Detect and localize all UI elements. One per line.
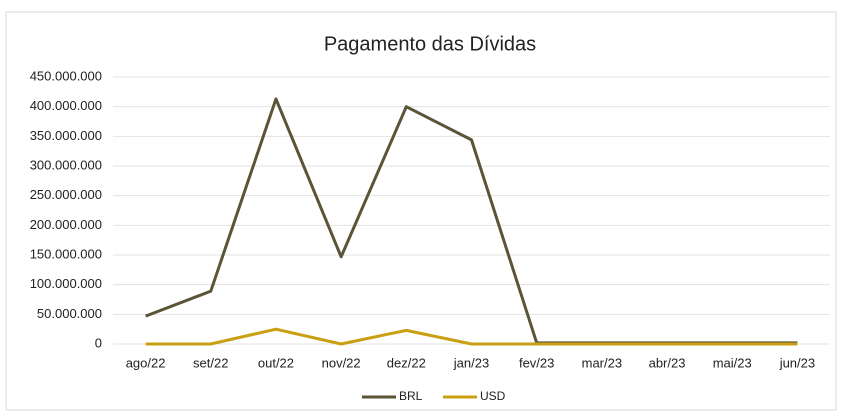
x-tick-label: out/22: [258, 355, 294, 370]
x-tick-label: jan/23: [453, 355, 489, 370]
x-tick-label: set/22: [193, 355, 228, 370]
x-tick-label: nov/22: [322, 355, 361, 370]
x-tick-label: fev/23: [519, 355, 554, 370]
x-tick-label: mar/23: [582, 355, 622, 370]
x-tick-label: abr/23: [649, 355, 686, 370]
y-tick-label: 50.000.000: [37, 306, 102, 321]
line-series: [145, 327, 798, 346]
y-tick-label: 150.000.000: [30, 246, 102, 261]
y-tick-label: 300.000.000: [30, 157, 102, 172]
legend-label: BRL: [399, 389, 423, 403]
x-tick-label: dez/22: [387, 355, 426, 370]
x-tick-label: mai/23: [713, 355, 752, 370]
y-tick-label: 0: [95, 335, 102, 350]
y-tick-label: 400.000.000: [30, 98, 102, 113]
y-tick-label: 450.000.000: [30, 68, 102, 83]
x-tick-label: jun/23: [779, 355, 815, 370]
y-tick-label: 350.000.000: [30, 128, 102, 143]
legend-label: USD: [480, 389, 506, 403]
y-tick-label: 200.000.000: [30, 217, 102, 232]
x-tick-label: ago/22: [126, 355, 166, 370]
chart-frame: [5, 11, 837, 411]
chart-title: Pagamento das Dívidas: [324, 33, 536, 55]
y-tick-label: 250.000.000: [30, 187, 102, 202]
y-tick-label: 100.000.000: [30, 276, 102, 291]
